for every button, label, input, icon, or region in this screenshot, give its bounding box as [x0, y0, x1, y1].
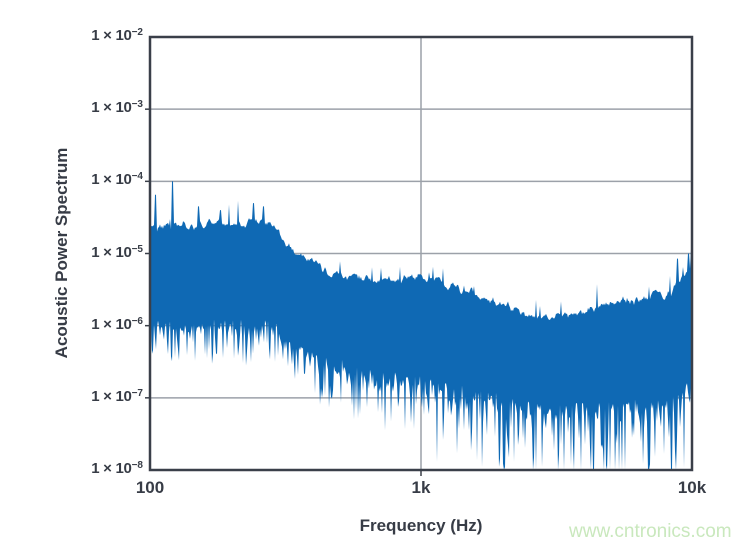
x-tick-label: 1k [411, 478, 431, 497]
x-tick-label: 10k [677, 478, 707, 497]
spectrum-area [150, 181, 692, 471]
y-tick-label: 1 × 10−3 [91, 99, 143, 117]
x-axis-title: Frequency (Hz) [359, 516, 483, 535]
x-tick-label: 100 [135, 478, 165, 497]
plot-frame [148, 35, 694, 472]
y-tick-label: 1 × 10−8 [91, 460, 143, 477]
y-tick-label: 1 × 10−6 [91, 315, 143, 333]
y-tick-label: 1 × 10−2 [91, 27, 143, 44]
y-tick-label: 1 × 10−5 [91, 243, 143, 261]
y-tick-label: 1 × 10−7 [91, 387, 143, 405]
y-tick-label: 1 × 10−4 [91, 171, 143, 189]
y-axis-title: Acoustic Power Spectrum [52, 147, 71, 359]
watermark-text: www.cntronics.com [569, 521, 732, 542]
